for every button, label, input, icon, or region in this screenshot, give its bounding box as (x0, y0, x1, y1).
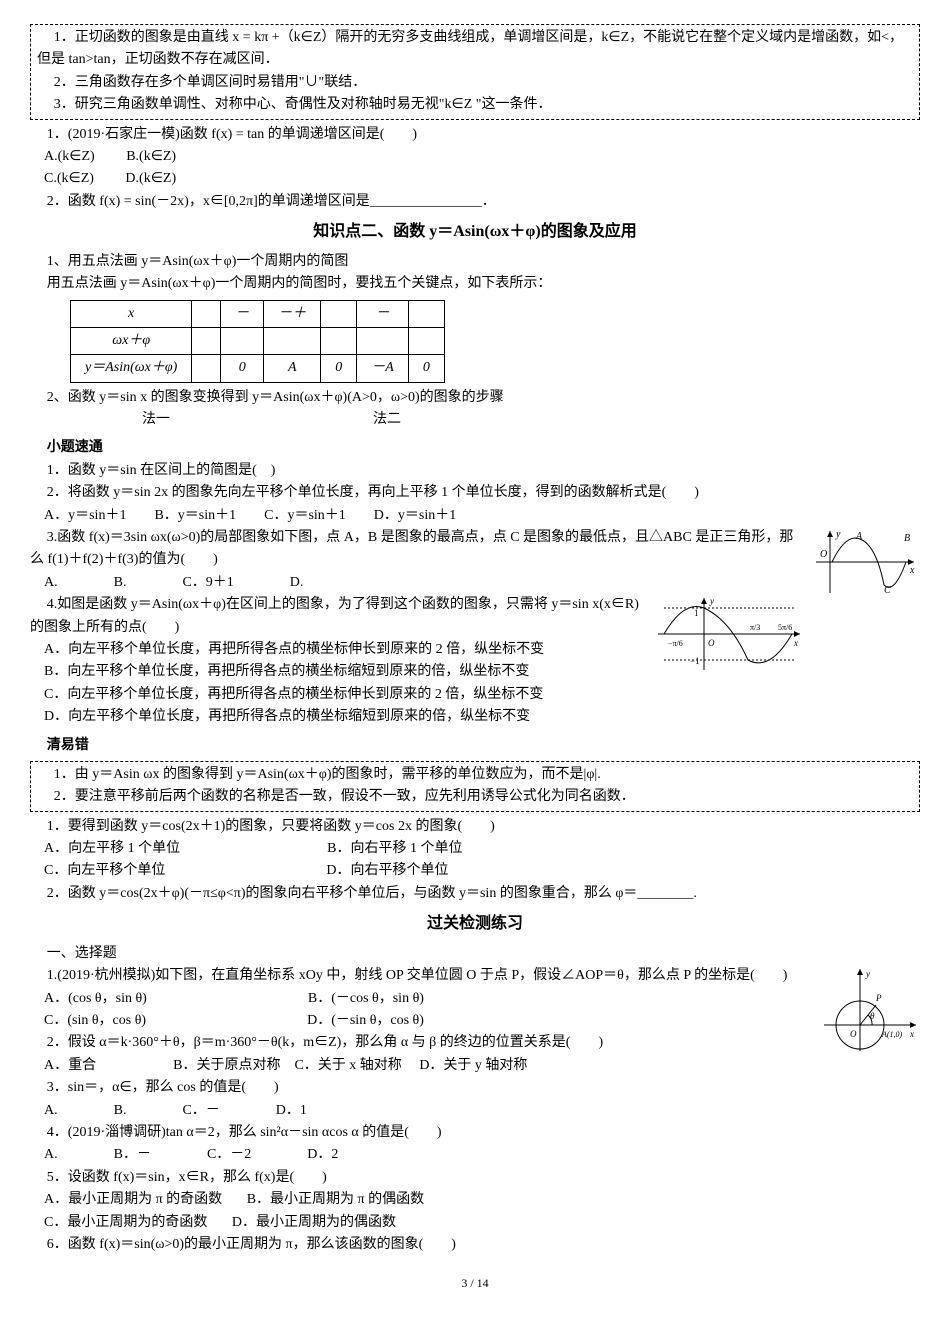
xtst-q4c: C．向左平移个单位长度，再把所得各点的横坐标伸长到原来的 2 倍，纵坐标不变 (44, 684, 920, 706)
note1-line2: 2．三角函数存在多个单调区间时易错用"∪"联结． (37, 72, 913, 94)
cell-y: y＝Asin(ωx＋φ) (71, 355, 192, 382)
unit-circle-icon: O P θ y x A(1,0) (820, 965, 920, 1055)
label-5pi6: 5π/6 (778, 623, 792, 632)
label-one: 1 (694, 608, 699, 618)
sel-q2: 2．假设 α＝k·360°＋θ，β＝m·360°－θ(k，m∈Z)，那么角 α … (30, 1032, 920, 1054)
five-point-table: x － －＋ － ωx＋φ y＝Asin(ωx＋φ) 0 A 0 －A 0 (70, 300, 445, 383)
q-tan-interval: 1．(2019·石家庄一模)函数 f(x) = tan 的单调递增区间是( ) (30, 124, 920, 146)
xtst-q3-opts: A. B. C．9＋1 D. (44, 572, 920, 594)
kz2b-line1: 2、函数 y＝sin x 的图象变换得到 y＝Asin(ωx＋φ)(A>0，ω>… (30, 387, 920, 409)
label-P: P (875, 993, 882, 1003)
xtst-title: 小题速通 (30, 437, 920, 459)
method-row: 法一 法二 (142, 409, 920, 431)
label-x: x (909, 565, 915, 576)
label-theta: θ (870, 1011, 875, 1021)
label-O2: O (708, 638, 715, 648)
label-C: C (884, 585, 891, 596)
sel-q2d: D．关于 y 轴对称 (419, 1058, 527, 1073)
page-number: 3 / 14 (30, 1274, 920, 1293)
table-row: x － －＋ － (71, 300, 445, 327)
kz2-line1: 1、用五点法画 y＝Asin(ωx＋φ)一个周期内的简图 (30, 251, 920, 273)
label-O: O (820, 549, 827, 560)
label-neg-pi6: −π/6 (668, 639, 683, 648)
note2-line1: 1．由 y＝Asin ωx 的图象得到 y＝Asin(ωx＋φ)的图象时，需平移… (37, 764, 913, 786)
sel-q3: 3．sin＝，α∈，那么 cos 的值是( ) (30, 1077, 920, 1099)
sel-q3-opts: A. B. C．－ D．1 (44, 1100, 920, 1122)
label-A10: A(1,0) (881, 1030, 903, 1039)
label-y2: y (709, 596, 714, 606)
xtst-q2-opts: A．y＝sin＋1 B．y＝sin＋1 C．y＝sin＋1 D．y＝sin＋1 (44, 505, 920, 527)
q-sin-interval: 2．函数 f(x) = sin(－2x)，x∈[0,2π]的单调递增区间是___… (30, 191, 920, 213)
ab2-q1d: D．向右平移个单位 (326, 863, 448, 878)
label-y3: y (865, 969, 870, 979)
note1-line1: 1．正切函数的图象是由直线 x = kπ +（k∈Z）隔开的无穷多支曲线组成，单… (37, 27, 913, 72)
sel-q5: 5．设函数 f(x)＝sin，x∈R，那么 f(x)是( ) (30, 1167, 920, 1189)
sel-q1c: C．(sin θ，cos θ) (44, 1013, 146, 1028)
sel-q2-opts: A．重合 B．关于原点对称 C．关于 x 轴对称 D．关于 y 轴对称 (44, 1055, 920, 1077)
xtst-q3: 3.函数 f(x)＝3sin ωx(ω>0)的局部图象如下图，点 A，B 是图象… (30, 527, 920, 572)
sel-q4: 4．(2019·淄博调研)tan α＝2，那么 sin²α－sin αcos α… (30, 1122, 920, 1144)
method1: 法一 (142, 412, 170, 427)
label-B: B (904, 533, 910, 544)
note-box-1: 1．正切函数的图象是由直线 x = kπ +（k∈Z）隔开的无穷多支曲线组成，单… (30, 24, 920, 120)
sel-q5d: D．最小正周期为的偶函数 (232, 1215, 396, 1230)
sel-q5c: C．最小正周期为的奇函数 (44, 1215, 207, 1230)
table-row: ωx＋φ (71, 327, 445, 354)
opt-C: C.(k∈Z) (44, 171, 94, 186)
sel-q1-row2: C．(sin θ，cos θ) D．(－sin θ，cos θ) (44, 1010, 920, 1032)
label-pi3: π/3 (750, 623, 760, 632)
sel-q4-opts: A. B．－ C．－2 D．2 (44, 1144, 920, 1166)
ab2-q1-row2: C．向左平移个单位 D．向右平移个单位 (44, 860, 920, 882)
method2: 法二 (373, 412, 401, 427)
kz2-title: 知识点二、函数 y＝Asin(ωx＋φ)的图象及应用 (30, 219, 920, 245)
label-y: y (835, 529, 841, 540)
note1-line3: 3．研究三角函数单调性、对称中心、奇偶性及对称轴时易无视"k∈Z "这一条件． (37, 94, 913, 116)
sel-q1a: A．(cos θ，sin θ) (44, 991, 147, 1006)
qyc-title: 清易错 (30, 735, 920, 757)
ab2-q1c: C．向左平移个单位 (44, 863, 165, 878)
tan-options-row1: A.(k∈Z) B.(k∈Z) (44, 146, 920, 168)
sel-q5a: A．最小正周期为 π 的奇函数 (44, 1192, 222, 1207)
label-A: A (855, 531, 863, 542)
label-x3: x (909, 1029, 914, 1039)
label-O3: O (850, 1029, 857, 1039)
sel-q5-row1: A．最小正周期为 π 的奇函数 B．最小正周期为 π 的偶函数 (44, 1189, 920, 1211)
sel-q1-row1: A．(cos θ，sin θ) B．(－cos θ，sin θ) (44, 988, 920, 1010)
ggjc-title: 过关检测练习 (30, 911, 920, 937)
sel-q1d: D．(－sin θ，cos θ) (307, 1013, 424, 1028)
graph-abc-icon: A B O C x y (810, 527, 920, 597)
xtst-q2: 2．将函数 y＝sin 2x 的图象先向左平移个单位长度，再向上平移 1 个单位… (30, 482, 920, 504)
label-neg1: −1 (690, 656, 700, 666)
sel-q1b: B．(－cos θ，sin θ) (308, 991, 424, 1006)
sel-q1: 1.(2019·杭州模拟)如下图，在直角坐标系 xOy 中，射线 OP 交单位圆… (30, 965, 920, 987)
sel-title: 一、选择题 (30, 943, 920, 965)
note2-line2: 2．要注意平移前后两个函数的名称是否一致，假设不一致，应先利用诱导公式化为同名函… (37, 786, 913, 808)
ab2-q1-row1: A．向左平移 1 个单位 B．向右平移 1 个单位 (44, 838, 920, 860)
table-row: y＝Asin(ωx＋φ) 0 A 0 －A 0 (71, 355, 445, 382)
sel-q5-row2: C．最小正周期为的奇函数 D．最小正周期为的偶函数 (44, 1212, 920, 1234)
kz2-line2: 用五点法画 y＝Asin(ωx＋φ)一个周期内的简图时，要找五个关键点，如下表所… (30, 273, 920, 295)
opt-A: A.(k∈Z) (44, 149, 95, 164)
ab2-q1: 1．要得到函数 y＝cos(2x＋1)的图象，只要将函数 y＝cos 2x 的图… (30, 816, 920, 838)
sel-q2b: B．关于原点对称 (173, 1058, 280, 1073)
sel-q2c: C．关于 x 轴对称 (294, 1058, 401, 1073)
xtst-q1: 1．函数 y＝sin 在区间上的简图是( ) (30, 460, 920, 482)
cell-wxphi: ωx＋φ (71, 327, 192, 354)
note-box-2: 1．由 y＝Asin ωx 的图象得到 y＝Asin(ωx＋φ)的图象时，需平移… (30, 761, 920, 812)
tan-options-row2: C.(k∈Z) D.(k∈Z) (44, 168, 920, 190)
sel-q5b: B．最小正周期为 π 的偶函数 (247, 1192, 424, 1207)
xtst-q4d: D．向左平移个单位长度，再把所得各点的横坐标缩短到原来的倍，纵坐标不变 (44, 706, 920, 728)
ab2-q2: 2．函数 y＝cos(2x＋φ)(－π≤φ<π)的图象向右平移个单位后，与函数 … (30, 883, 920, 905)
sel-q6: 6．函数 f(x)＝sin(ω>0)的最小正周期为 π，那么该函数的图象( ) (30, 1234, 920, 1256)
label-x2: x (793, 638, 798, 648)
opt-B: B.(k∈Z) (126, 149, 176, 164)
cell-x: x (71, 300, 192, 327)
graph-sine-icon: 1 −1 O x y −π/6 π/3 5π/6 (654, 594, 804, 674)
ab2-q1a: A．向左平移 1 个单位 (44, 841, 180, 856)
ab2-q1b: B．向右平移 1 个单位 (327, 841, 462, 856)
opt-D: D.(k∈Z) (125, 171, 176, 186)
sel-q2a: A．重合 (44, 1058, 96, 1073)
